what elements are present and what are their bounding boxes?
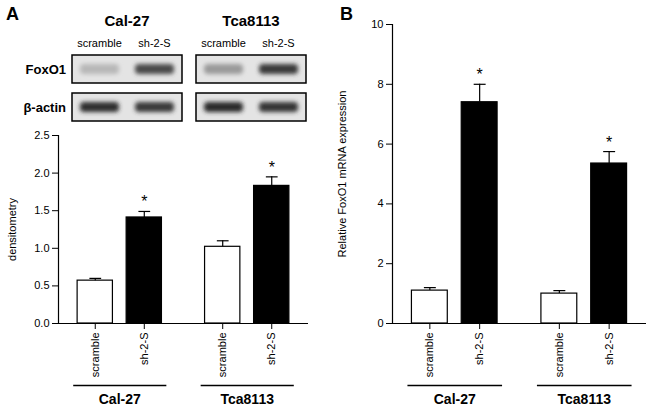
svg-text:Tca8113: Tca8113 xyxy=(222,12,279,29)
svg-text:*: * xyxy=(606,134,612,151)
svg-text:sh-2-S: sh-2-S xyxy=(138,333,150,365)
svg-text:scramble: scramble xyxy=(77,37,122,49)
svg-text:FoxO1: FoxO1 xyxy=(26,62,66,77)
svg-text:0.5: 0.5 xyxy=(34,279,49,291)
svg-text:2: 2 xyxy=(377,257,383,269)
svg-text:β-actin: β-actin xyxy=(23,100,66,115)
svg-text:scramble: scramble xyxy=(201,37,246,49)
svg-text:*: * xyxy=(141,193,147,210)
svg-text:scramble: scramble xyxy=(89,333,101,378)
svg-text:Tca8113: Tca8113 xyxy=(220,391,274,407)
svg-text:6: 6 xyxy=(377,138,383,150)
svg-text:sh-2-S: sh-2-S xyxy=(603,333,615,365)
svg-text:*: * xyxy=(477,66,483,83)
html-text:B: B xyxy=(340,4,353,24)
svg-text:Cal-27: Cal-27 xyxy=(104,12,149,29)
svg-text:10: 10 xyxy=(371,18,383,30)
svg-text:Cal-27: Cal-27 xyxy=(434,391,476,407)
html-text:A: A xyxy=(6,4,19,24)
svg-text:1.5: 1.5 xyxy=(34,204,49,216)
svg-text:scramble: scramble xyxy=(216,333,228,378)
svg-text:sh-2-S: sh-2-S xyxy=(265,333,277,365)
svg-text:sh-2-S: sh-2-S xyxy=(262,37,294,49)
svg-text:*: * xyxy=(269,159,275,176)
svg-text:scramble: scramble xyxy=(553,333,565,378)
svg-text:0: 0 xyxy=(377,317,383,329)
svg-text:sh-2-S: sh-2-S xyxy=(138,37,170,49)
svg-text:2.0: 2.0 xyxy=(34,167,49,179)
svg-text:densitometry: densitometry xyxy=(6,198,18,261)
svg-text:scramble: scramble xyxy=(423,333,435,378)
svg-text:Relative FoxO1 mRNA expression: Relative FoxO1 mRNA expression xyxy=(336,91,348,258)
svg-text:Cal-27: Cal-27 xyxy=(99,391,141,407)
svg-text:8: 8 xyxy=(377,78,383,90)
svg-text:0.0: 0.0 xyxy=(34,317,49,329)
svg-text:2.5: 2.5 xyxy=(34,129,49,141)
svg-text:4: 4 xyxy=(377,197,383,209)
svg-text:sh-2-S: sh-2-S xyxy=(473,333,485,365)
svg-text:1.0: 1.0 xyxy=(34,242,49,254)
svg-text:Tca8113: Tca8113 xyxy=(558,391,612,407)
